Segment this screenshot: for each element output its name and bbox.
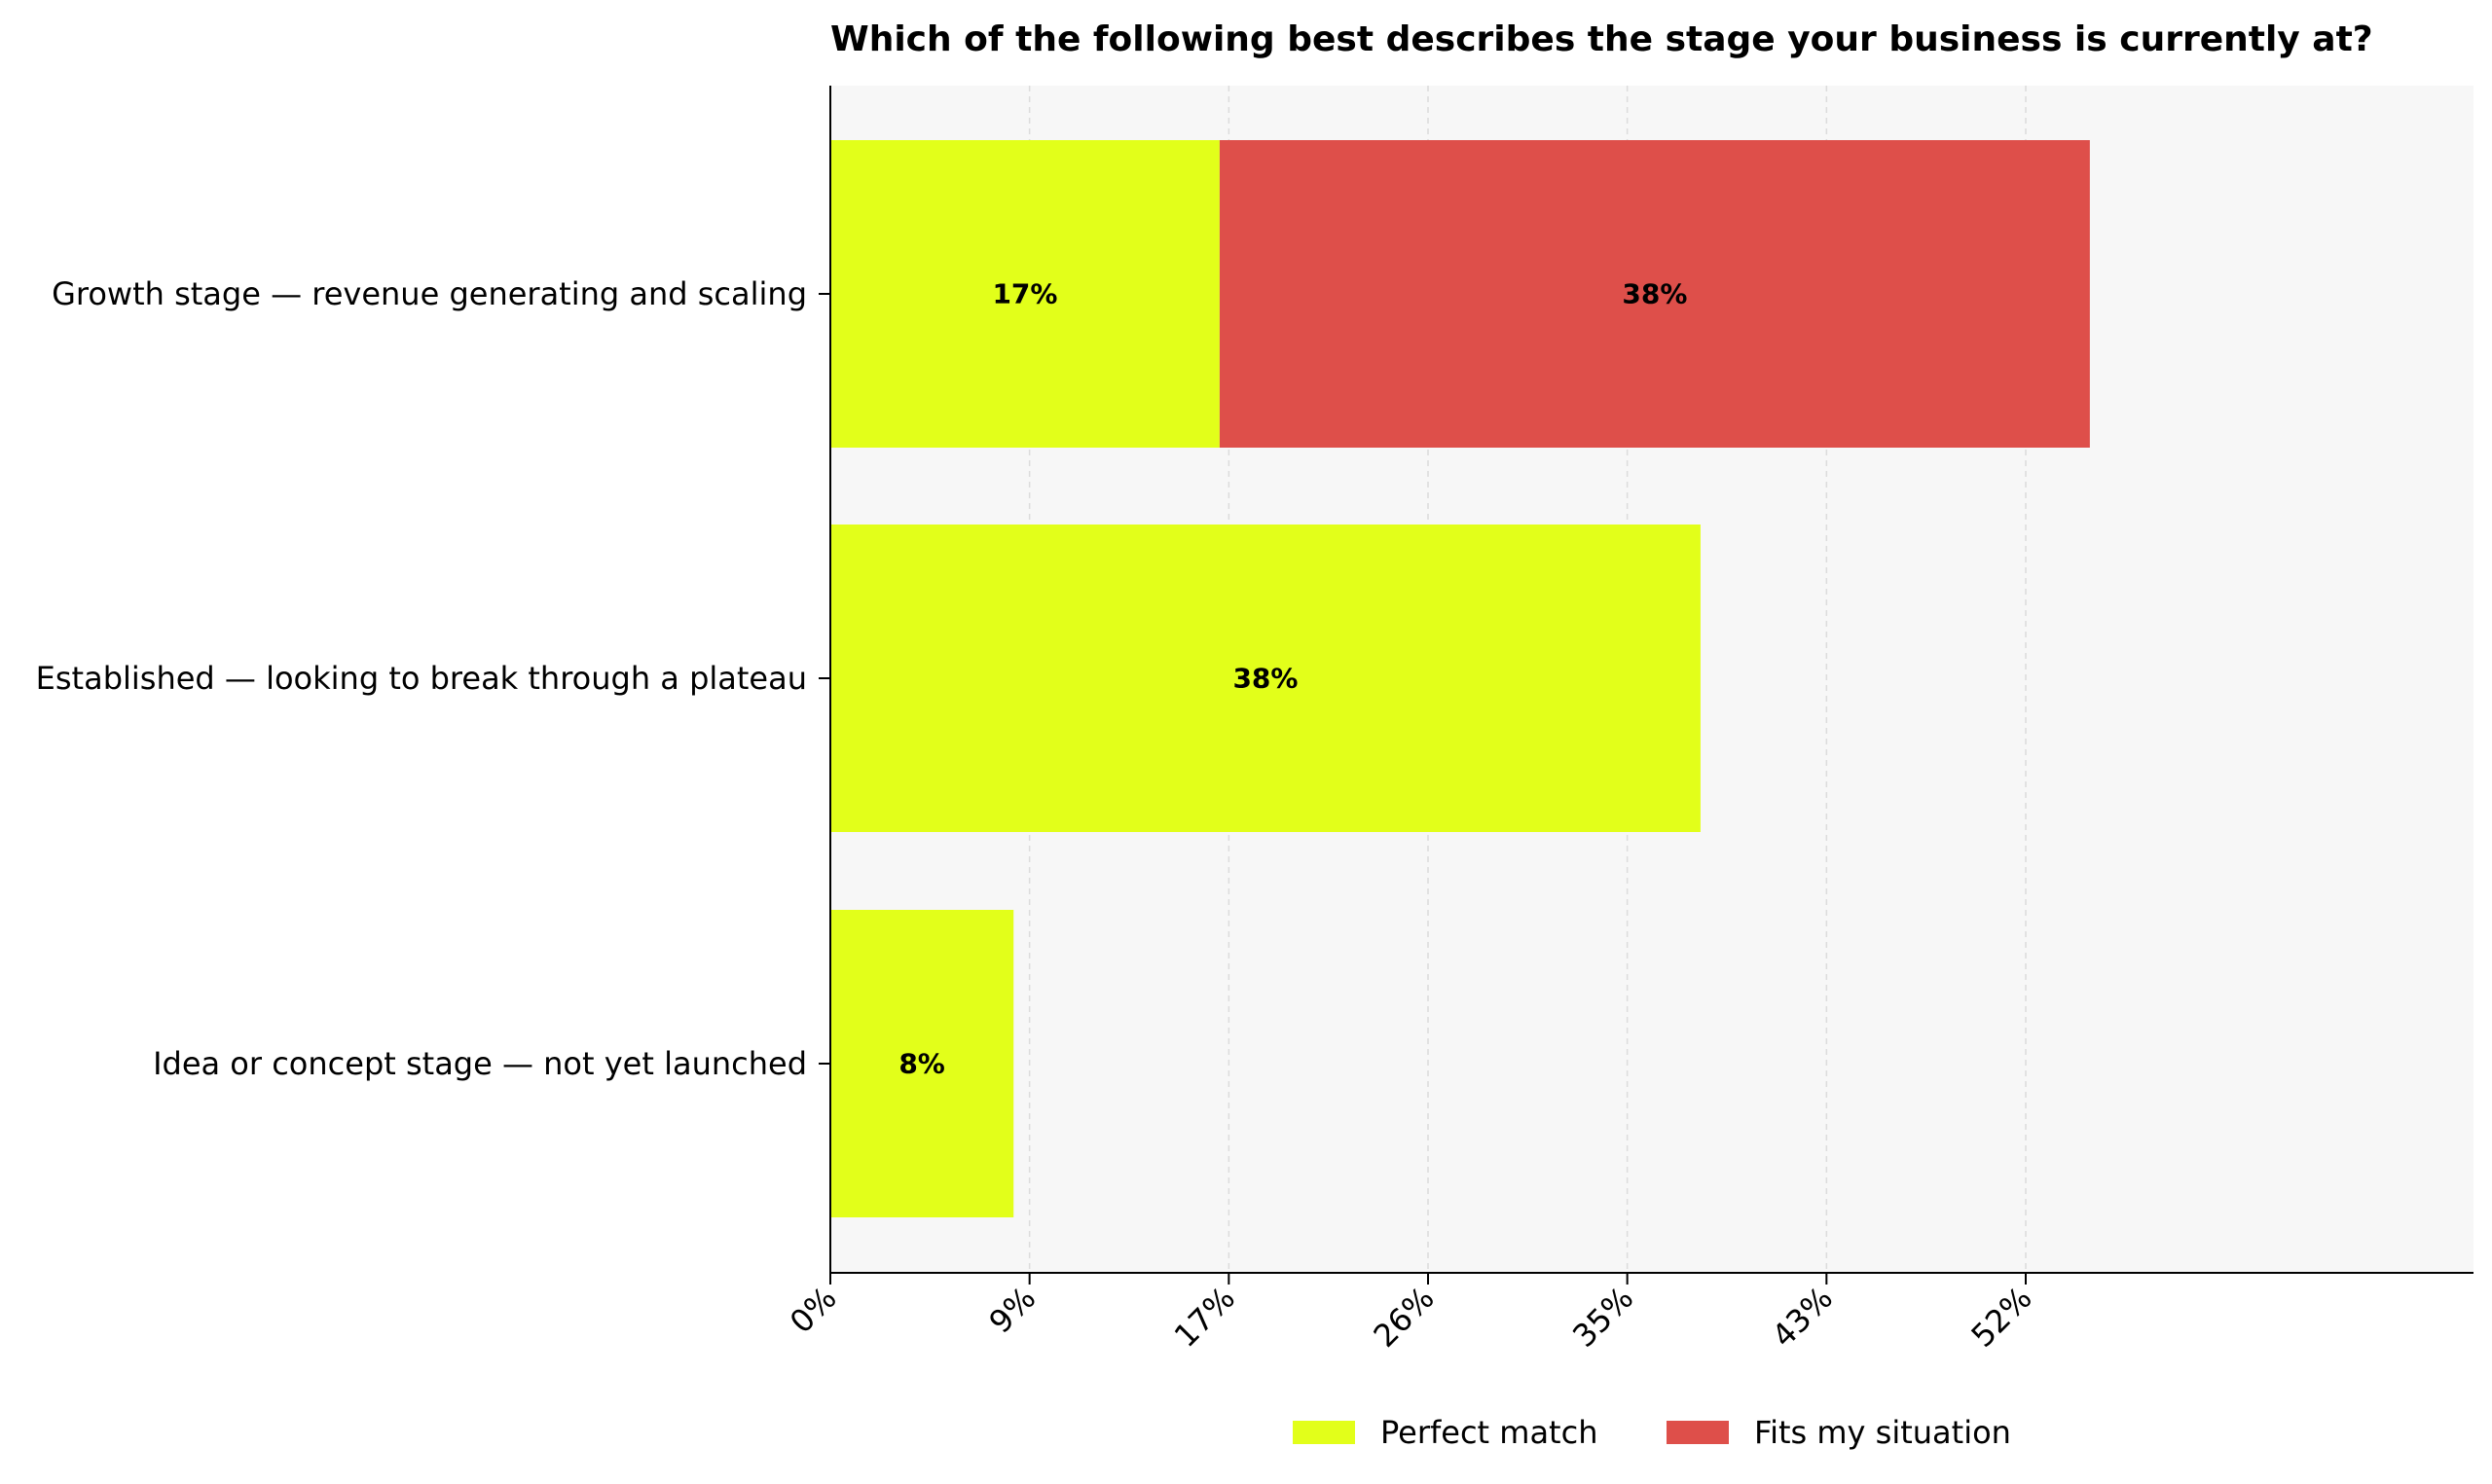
x-tick-label: 0% bbox=[783, 1280, 844, 1341]
x-tick-label: 9% bbox=[982, 1280, 1044, 1341]
x-tick-labels: 0% 9% 17% 26% 35% 43% 52% bbox=[783, 1280, 2039, 1355]
legend: Perfect match Fits my situation bbox=[1293, 1414, 2011, 1451]
category-label: Growth stage — revenue generating and sc… bbox=[52, 275, 807, 312]
legend-label: Perfect match bbox=[1380, 1414, 1597, 1451]
bar-segment bbox=[1219, 140, 2090, 448]
x-tick-label: 17% bbox=[1167, 1280, 1242, 1355]
bar-value-label: 38% bbox=[1232, 663, 1298, 695]
bars: 17% 38% 38% 8% bbox=[830, 140, 2090, 1217]
bar-segment bbox=[830, 910, 1014, 1217]
chart-title: Which of the following best describes th… bbox=[830, 19, 2373, 59]
bar-segment bbox=[830, 525, 1701, 832]
bar-segment bbox=[830, 140, 1220, 448]
category-labels: Growth stage — revenue generating and sc… bbox=[36, 275, 807, 1082]
bar-value-label: 38% bbox=[1622, 278, 1687, 310]
x-tick-label: 52% bbox=[1963, 1280, 2038, 1355]
bar-value-label: 17% bbox=[992, 278, 1057, 310]
legend-label: Fits my situation bbox=[1754, 1414, 2011, 1451]
legend-swatch bbox=[1667, 1421, 1729, 1444]
bar-value-label: 8% bbox=[898, 1048, 945, 1080]
x-tick-label: 26% bbox=[1366, 1280, 1441, 1355]
x-tick-label: 35% bbox=[1565, 1280, 1640, 1355]
axes bbox=[819, 86, 2474, 1285]
category-label: Established — looking to break through a… bbox=[36, 660, 807, 697]
legend-swatch bbox=[1293, 1421, 1355, 1444]
category-label: Idea or concept stage — not yet launched bbox=[153, 1045, 807, 1082]
x-tick-label: 43% bbox=[1765, 1280, 1840, 1355]
